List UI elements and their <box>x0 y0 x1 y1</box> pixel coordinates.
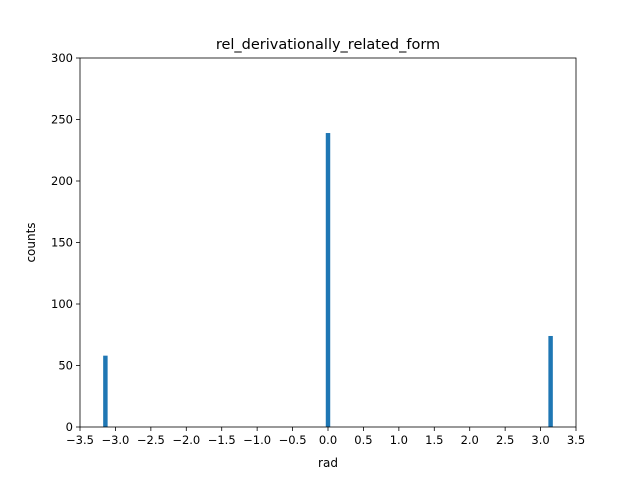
x-tick-label: −2.0 <box>172 433 200 447</box>
x-tick-label: 2.0 <box>461 433 479 447</box>
y-tick-label: 100 <box>51 297 73 311</box>
y-axis-ticks: 0 50 100 150 200 250 300 <box>51 51 80 434</box>
x-tick-label: 2.5 <box>496 433 514 447</box>
x-tick-label: −3.5 <box>66 433 94 447</box>
y-tick-label: 250 <box>51 113 73 127</box>
y-axis-label: counts <box>24 222 38 262</box>
x-tick-label: 1.5 <box>425 433 443 447</box>
x-tick-label: −1.5 <box>208 433 236 447</box>
histogram-bar-2 <box>548 335 553 427</box>
histogram-bar-0 <box>103 355 108 427</box>
x-tick-label: 3.5 <box>567 433 585 447</box>
y-tick-label: 150 <box>51 236 73 250</box>
y-tick-label: 200 <box>51 174 73 188</box>
plot-frame <box>79 57 577 428</box>
bars-group <box>103 133 553 427</box>
y-tick-label: 0 <box>66 420 73 434</box>
x-tick-label: −2.5 <box>137 433 165 447</box>
x-tick-label: −1.0 <box>243 433 271 447</box>
x-tick-label: 0.0 <box>319 433 337 447</box>
y-tick-label: 50 <box>58 359 73 373</box>
x-axis-label: rad <box>318 456 338 470</box>
x-tick-label: 1.0 <box>390 433 408 447</box>
chart-title: rel_derivationally_related_form <box>216 37 440 53</box>
x-tick-label: 3.0 <box>531 433 549 447</box>
histogram-bar-1 <box>325 133 331 427</box>
y-tick-label: 300 <box>51 51 73 65</box>
x-tick-label: 0.5 <box>354 433 372 447</box>
x-tick-label: −3.0 <box>101 433 129 447</box>
x-tick-label: −0.5 <box>279 433 307 447</box>
x-axis-ticks: −3.5 −3.0 −2.5 −2.0 −1.5 −1.0 −0.5 0.0 0.5 1.0 1.5… <box>66 427 585 447</box>
